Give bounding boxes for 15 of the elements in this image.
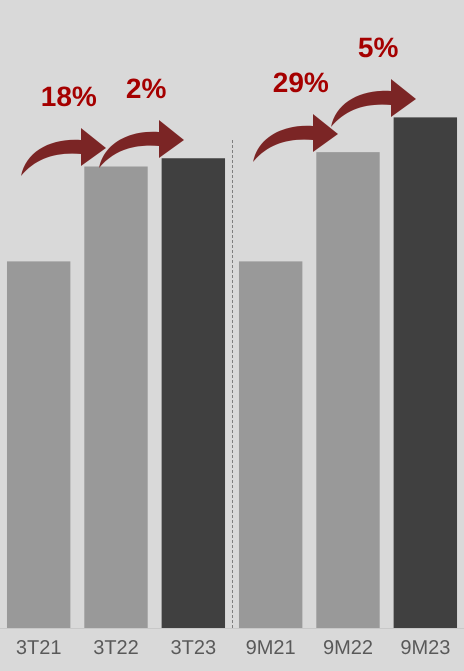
bar [162,158,226,628]
x-tick-label: 9M21 [246,637,296,659]
x-tick-label: 9M23 [400,637,450,659]
annotation: 2% [124,73,168,106]
bar [238,261,302,628]
annotation: 18% [40,81,98,114]
x-tick-label: 3T22 [93,637,139,659]
annotation: 5% [356,32,400,64]
x-tick-label: 3T21 [16,637,62,659]
bar [394,117,458,628]
x-tick-label: 9M22 [322,637,374,659]
annotation: 29% [272,67,330,100]
bar [6,261,70,628]
x-tick-label: 3T23 [170,637,216,659]
bar [316,152,380,628]
